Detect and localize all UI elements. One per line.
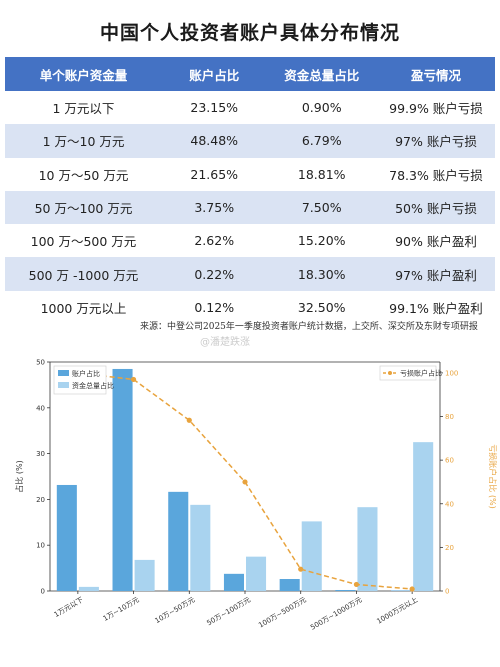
- cell-account-share: 0.22%: [161, 257, 267, 291]
- page-title: 中国个人投资者账户具体分布情况: [99, 22, 400, 44]
- header-account-share: 账户占比: [161, 57, 267, 91]
- cell-size: 500 万 -1000 万元: [5, 257, 162, 291]
- loss-ratio-point: [186, 417, 192, 423]
- legend-label-loss-ratio: 亏损账户占比: [400, 369, 442, 378]
- table-row: 50 万～100 万元 3.75% 7.50% 50% 账户亏损: [5, 190, 495, 225]
- cell-account-share: 23.15%: [161, 91, 267, 125]
- y-tick-label: 30: [36, 450, 45, 458]
- cell-size: 10 万～50 万元: [5, 157, 162, 191]
- cell-account-share: 0.12%: [161, 290, 267, 325]
- cell-capital-share: 0.90%: [266, 91, 377, 125]
- cell-size: 1 万元以下: [5, 91, 162, 125]
- legend-swatch-capital-share: [58, 382, 69, 388]
- cell-capital-share: 7.50%: [266, 190, 377, 225]
- table-header-row: 单个账户资金量 账户占比 资金总量占比 盈亏情况: [5, 57, 495, 91]
- cell-capital-share: 32.50%: [266, 290, 377, 325]
- y2-tick-label: 20: [445, 544, 454, 552]
- y2-tick-label: 0: [445, 588, 449, 596]
- loss-ratio-point: [353, 581, 360, 588]
- y-tick-label: 20: [36, 496, 45, 504]
- cell-account-share: 2.62%: [161, 224, 267, 258]
- combo-chart: 0 10 20 30 40 50 0 20 40 60 80 100 占比 (%) 亏损账户占比 (%) 1…: [14, 359, 498, 632]
- cell-capital-share: 6.79%: [266, 124, 377, 158]
- bar-capital-share: [357, 507, 378, 591]
- cell-capital-share: 18.30%: [266, 257, 377, 291]
- bar-capital-share: [413, 442, 434, 591]
- cell-profit-loss: 97% 账户亏损: [376, 124, 495, 158]
- bar-account-share: [112, 368, 133, 591]
- cell-profit-loss: 99.9% 账户亏损: [376, 91, 495, 125]
- y2-tick-label: 80: [445, 413, 454, 421]
- cell-account-share: 3.75%: [161, 190, 267, 225]
- cell-profit-loss: 50% 账户亏损: [376, 190, 495, 225]
- loss-ratio-point: [409, 586, 415, 592]
- bar-account-share: [391, 590, 412, 591]
- cell-profit-loss: 99.1% 账户盈利: [376, 290, 495, 325]
- bar-capital-share: [301, 521, 322, 591]
- x-tick-label: 10万~50万元: [154, 596, 197, 625]
- cell-capital-share: 15.20%: [266, 224, 377, 258]
- cell-capital-share: 18.81%: [266, 157, 377, 191]
- legend-swatch-loss-marker: [388, 371, 392, 375]
- cell-account-share: 48.48%: [161, 124, 267, 158]
- header-account-size: 单个账户资金量: [5, 57, 162, 91]
- cell-size: 1000 万元以上: [5, 290, 162, 325]
- bar-account-share: [279, 579, 300, 591]
- legend-right-box: [379, 365, 437, 381]
- source-note: 来源：中登公司2025年一季度投资者账户统计数据，上交所、深交所及东财专项研报: [140, 322, 478, 332]
- x-tick-label: 1万~10万元: [102, 596, 141, 623]
- x-tick-label: 100万~500万元: [257, 596, 307, 630]
- bar-account-share: [335, 589, 356, 591]
- bar-capital-share: [246, 556, 267, 591]
- distribution-table: 单个账户资金量 账户占比 资金总量占比 盈亏情况 1 万元以下 23.15% 0.9…: [5, 57, 495, 325]
- y-tick-label: 0: [41, 588, 45, 596]
- cell-profit-loss: 90% 账户盈利: [376, 224, 495, 258]
- cell-account-share: 21.65%: [161, 157, 267, 191]
- watermark-text: @潘楚跌涨: [200, 337, 250, 348]
- bar-capital-share: [190, 504, 211, 591]
- y-tick-label: 10: [36, 542, 45, 550]
- loss-ratio-point: [130, 376, 137, 383]
- header-capital-share: 资金总量占比: [266, 57, 377, 91]
- table-row: 100 万～500 万元 2.62% 15.20% 90% 账户盈利: [5, 224, 495, 258]
- legend-swatch-account-share: [58, 370, 69, 376]
- bar-account-share: [56, 484, 77, 591]
- loss-ratio-point: [298, 566, 304, 572]
- y2-axis-label: 亏损账户占比 (%): [488, 444, 498, 508]
- x-tick-label: 1万元以下: [53, 596, 85, 619]
- table-row: 1000 万元以上 0.12% 32.50% 99.1% 账户盈利: [5, 290, 495, 325]
- legend-label-capital-share: 资金总量占比: [72, 381, 114, 390]
- bar-account-share: [168, 491, 189, 591]
- cell-size: 100 万～500 万元: [5, 224, 162, 258]
- y-tick-label: 40: [36, 404, 45, 412]
- bar-capital-share: [134, 559, 155, 591]
- y2-tick-label: 60: [445, 457, 454, 465]
- x-tick-label: 500万~1000万元: [309, 596, 363, 632]
- table-row: 500 万 -1000 万元 0.22% 18.30% 97% 账户盈利: [5, 257, 495, 291]
- y-axis-label: 占比 (%): [14, 460, 24, 492]
- table-row: 1 万～10 万元 48.48% 6.79% 97% 账户亏损: [5, 124, 495, 158]
- x-tick-label: 50万~100万元: [205, 596, 252, 627]
- y2-tick-label: 40: [445, 500, 454, 508]
- y-tick-label: 50: [36, 359, 45, 367]
- cell-size: 50 万～100 万元: [5, 190, 162, 225]
- bar-account-share: [223, 573, 244, 591]
- bar-capital-share: [78, 586, 99, 591]
- loss-ratio-point: [242, 479, 248, 485]
- x-tick-label: 1000万元以上: [375, 595, 419, 626]
- table-row: 1 万元以下 23.15% 0.90% 99.9% 账户亏损: [5, 91, 495, 125]
- header-profit-loss: 盈亏情况: [376, 57, 495, 91]
- cell-profit-loss: 97% 账户盈利: [376, 257, 495, 291]
- cell-size: 1 万～10 万元: [5, 124, 162, 158]
- y2-tick-label: 100: [445, 369, 458, 377]
- legend-label-account-share: 账户占比: [72, 369, 100, 378]
- cell-profit-loss: 78.3% 账户亏损: [376, 157, 495, 191]
- table-row: 10 万～50 万元 21.65% 18.81% 78.3% 账户亏损: [5, 157, 495, 191]
